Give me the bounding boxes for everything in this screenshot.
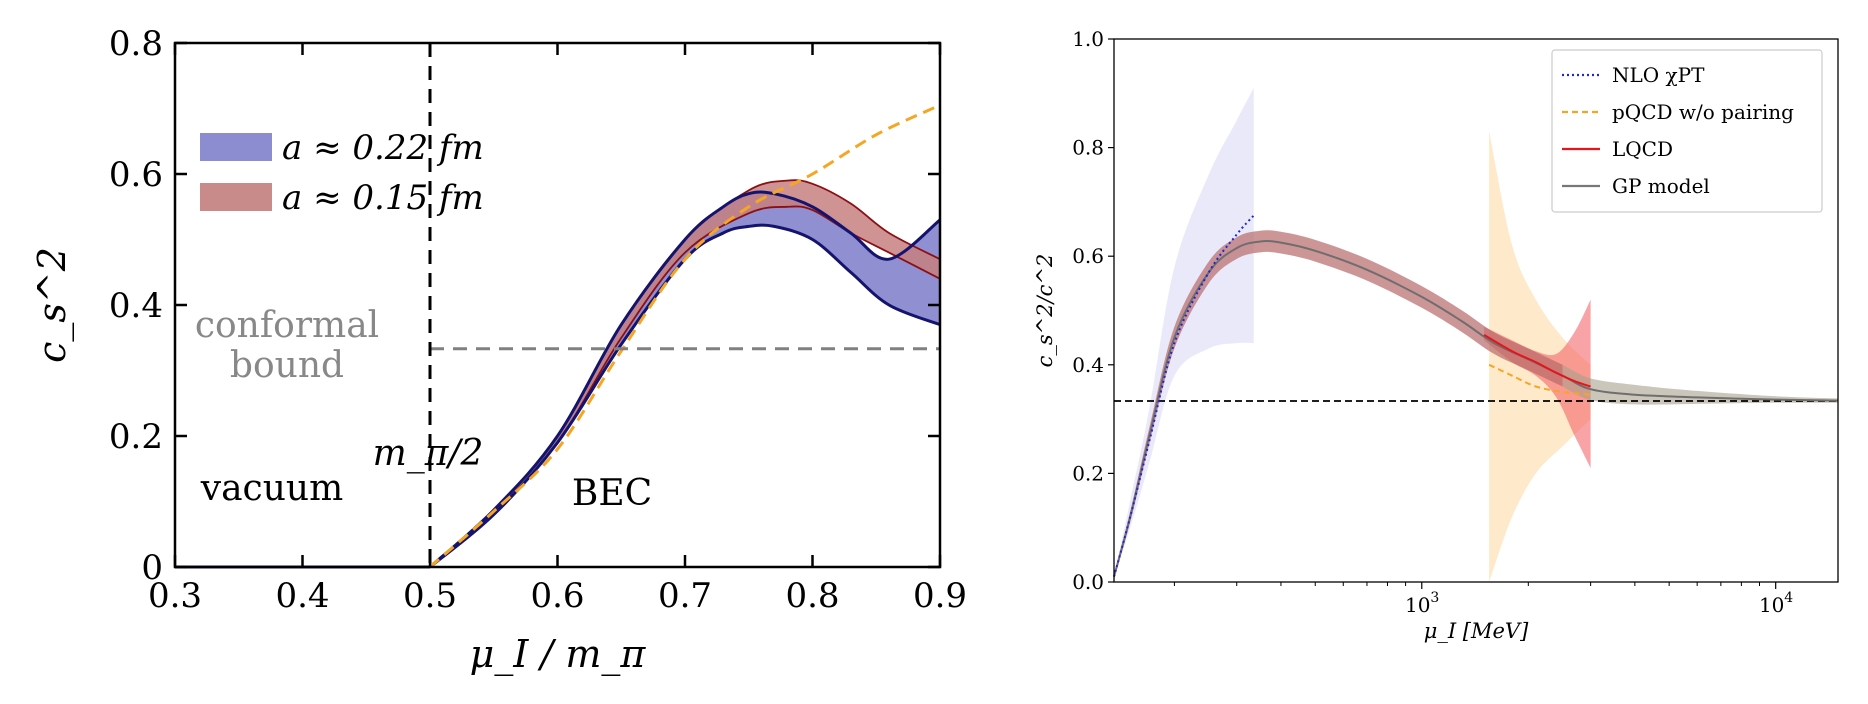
mpi-half-label: m_π/2: [373, 433, 484, 474]
legend-box: [1551, 49, 1823, 213]
band-a022-lower: [429, 223, 941, 569]
x-tick-label: 0.6: [530, 576, 584, 616]
chipt-line: [1113, 214, 1255, 577]
chipt-band: [1114, 87, 1254, 577]
legend-label-2: LQCD: [1612, 137, 1673, 161]
legend-swatch-0: [200, 133, 272, 161]
y-tick-label: 0.8: [109, 24, 163, 64]
right-panel: 0.00.20.40.60.81.010 3 10 4μ_I [MeV]c_s^2/c…: [1033, 27, 1839, 643]
y-axis-label: c_s^2/c^2: [1033, 254, 1057, 368]
x-tick-exponent: 4: [1784, 590, 1793, 606]
x-tick-label: 0.7: [658, 576, 712, 616]
legend-label-3: GP model: [1612, 174, 1710, 198]
x-axis-label: μ_I [MeV]: [1424, 619, 1529, 643]
y-tick-label: 0: [141, 548, 163, 588]
legend-swatch-1: [200, 183, 272, 211]
y-tick-label: 0.8: [1072, 136, 1104, 160]
y-tick-label: 0.2: [1072, 461, 1104, 485]
x-tick-label: 0.8: [785, 576, 839, 616]
conformal-label-line2: bound: [230, 345, 344, 386]
pqcd-line: [1488, 363, 1591, 396]
x-tick-label: 10: [1759, 593, 1784, 617]
y-tick-label: 0.0: [1072, 570, 1104, 594]
y-tick-label: 0.6: [1072, 244, 1104, 268]
band-a022-upper: [428, 190, 941, 569]
legend-label-0: a ≈ 0.22 fm: [282, 128, 484, 168]
x-tick-exponent: 3: [1430, 590, 1439, 606]
pqcd-line: [429, 103, 941, 569]
y-tick-label: 0.4: [109, 286, 163, 326]
y-tick-label: 0.6: [109, 155, 163, 195]
lqcd-line: [1483, 334, 1591, 388]
vacuum-label: vacuum: [200, 468, 343, 509]
x-tick-label: 0.3: [148, 576, 202, 616]
gp-band-high: [1562, 364, 1838, 405]
conformal-label-line1: conformal: [195, 305, 379, 346]
y-tick-label: 0.2: [109, 417, 163, 457]
plot-frame: [1113, 38, 1839, 583]
gp-band-low: [1114, 230, 1563, 580]
y-tick-label: 1.0: [1072, 27, 1104, 51]
y-axis-label: c_s^2: [30, 247, 75, 363]
gp-model-line: [1113, 240, 1839, 577]
x-tick-label: 0.9: [913, 576, 967, 616]
bec-label: BEC: [572, 473, 652, 514]
legend-label-1: a ≈ 0.15 fm: [282, 178, 484, 218]
x-tick-label: 0.5: [403, 576, 457, 616]
x-tick-label: 10: [1405, 593, 1430, 617]
x-axis-label: μ_I / m_π: [470, 632, 647, 677]
legend-label-1: pQCD w/o pairing: [1612, 100, 1794, 124]
y-tick-label: 0.4: [1072, 353, 1104, 377]
left-panel: 0.3 0.4 0.5 0.6 0.7 0.8 0.9 0 0.2 0.4 0.6 0.8 μ_I / …: [30, 24, 967, 677]
x-tick-label: 0.4: [275, 576, 329, 616]
legend-label-0: NLO χPT: [1612, 63, 1705, 87]
